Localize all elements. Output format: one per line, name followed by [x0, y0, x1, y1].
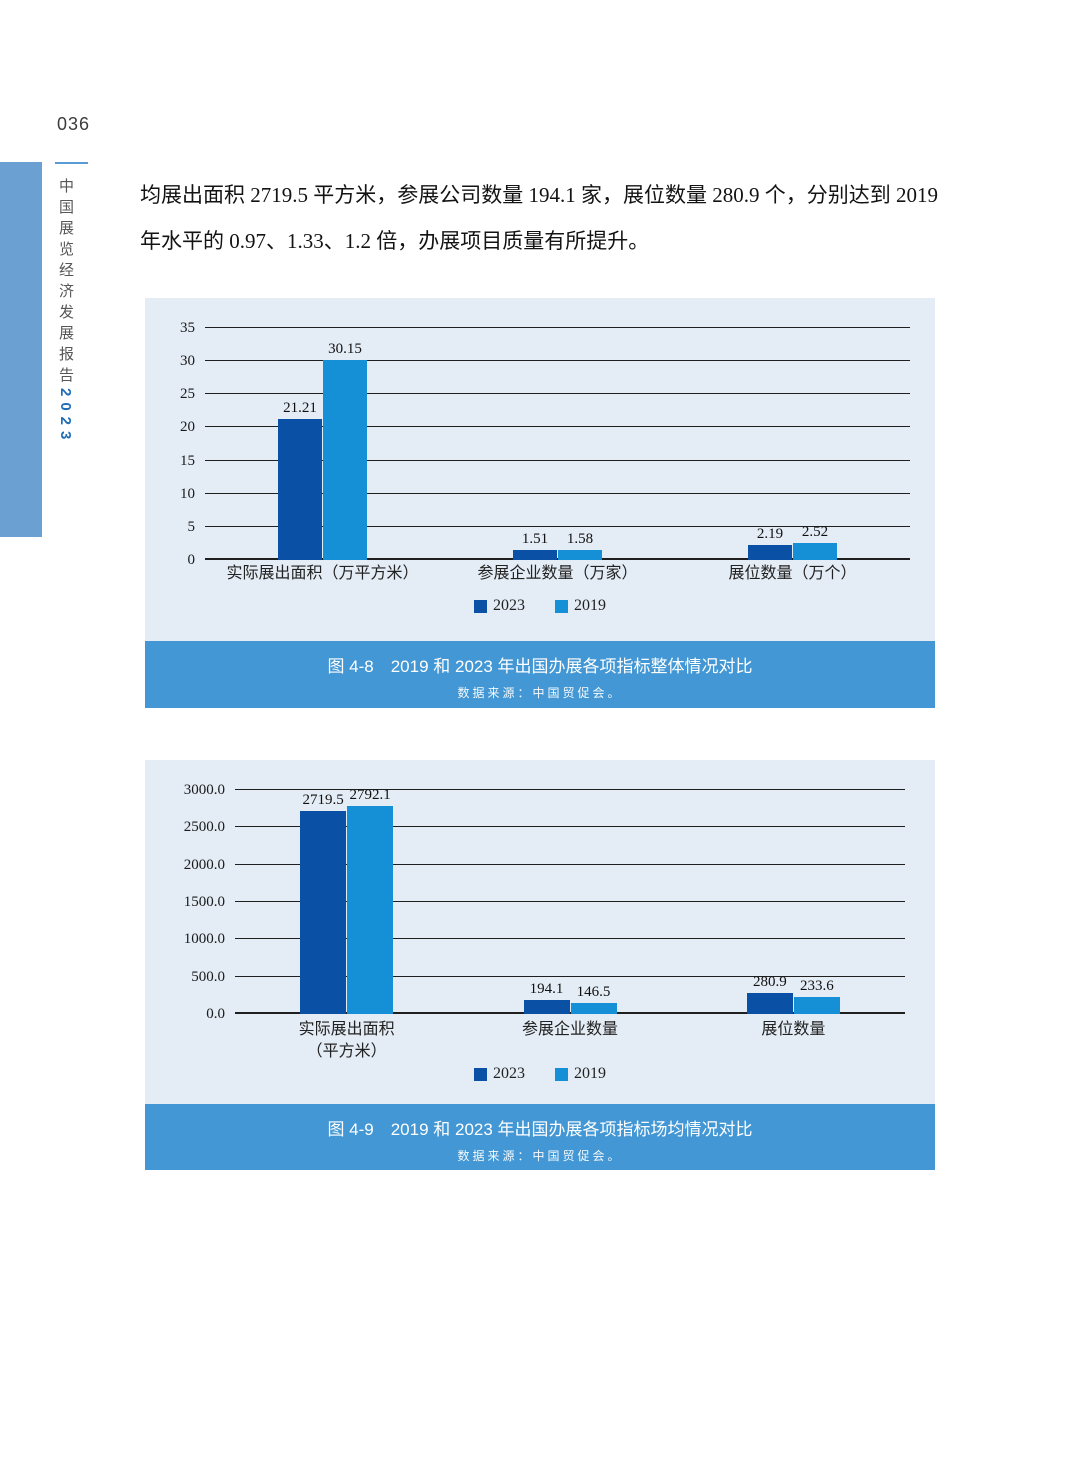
y-axis-tick-label: 0: [187, 552, 196, 568]
bar-2019-group-3: [793, 996, 840, 1014]
bar-value-label: 233.6: [799, 977, 834, 994]
bar-value-label: 2792.1: [349, 786, 391, 803]
legend-item-2019: 2019: [555, 597, 606, 615]
bar-value-label: 194.1: [529, 980, 564, 997]
figure-caption-title: 图 4-8 2019 和 2023 年出国办展各项指标整体情况对比: [327, 657, 753, 676]
category-label: 实际展出面积 （平方米）: [298, 1021, 395, 1060]
category-label: 展位数量（万个）: [728, 565, 857, 582]
y-axis-tick-label: 10: [180, 485, 195, 502]
y-axis-tick-label: 3000.0: [183, 782, 225, 798]
y-axis-tick-label: 0.0: [206, 1006, 225, 1022]
bar-2023-group-3: [746, 993, 793, 1014]
legend-label: 2019: [574, 597, 606, 614]
bar-value-label: 2.19: [756, 526, 784, 543]
legend-swatch-icon: [555, 599, 568, 613]
bar-value-label: 146.5: [576, 984, 611, 1001]
gridline: [205, 393, 910, 395]
gridline: [205, 525, 910, 527]
gridline: [205, 360, 910, 362]
sidebar-title: 中国展览经济发展报告2023: [55, 178, 76, 445]
gridline: [235, 901, 905, 902]
bar-2023-group-1: [278, 419, 322, 560]
y-axis-tick-label: 20: [180, 419, 195, 436]
bar-value-label: 21.21: [283, 400, 317, 417]
sidebar-title-text: 中国展览经济发展报告: [57, 178, 74, 388]
category-label: 参展企业数量（万家）: [477, 565, 638, 582]
legend-item-2023: 2023: [474, 1065, 525, 1083]
y-axis-tick-label: 30: [180, 353, 195, 370]
body-paragraph: 均展出面积 2719.5 平方米，参展公司数量 194.1 家，展位数量 280…: [140, 172, 945, 264]
page-number: 036: [57, 114, 91, 134]
gridline: [235, 975, 905, 977]
legend-item-2019: 2019: [555, 1065, 606, 1083]
x-axis-line: [235, 1012, 905, 1014]
y-axis-tick-label: 25: [180, 386, 195, 403]
gridline: [235, 863, 905, 865]
bar-value-label: 2.52: [801, 524, 829, 541]
bar-2019-group-1: [347, 805, 394, 1014]
category-label: 实际展出面积（万平方米）: [226, 565, 419, 582]
gridline: [235, 789, 905, 790]
legend-label: 2023: [493, 1065, 525, 1082]
chart-legend: 2023 2019: [145, 597, 935, 615]
y-axis-tick-label: 1000.0: [183, 931, 225, 948]
bar-2023-group-2: [513, 549, 557, 560]
chart-legend: 2023 2019: [145, 1065, 935, 1083]
category-label: 展位数量: [761, 1021, 826, 1038]
gridline: [205, 492, 910, 494]
bar-2019-group-1: [323, 360, 367, 560]
gridline: [205, 327, 910, 328]
bar-value-label: 1.51: [521, 530, 549, 547]
bar-2023-group-1: [300, 810, 347, 1014]
sidebar-strip: [0, 162, 42, 537]
bar-value-label: 280.9: [752, 974, 787, 991]
legend-label: 2019: [574, 1065, 606, 1082]
figure-4-9-caption: 图 4-9 2019 和 2023 年出国办展各项指标场均情况对比 数据来源：中…: [145, 1104, 935, 1170]
legend-swatch-icon: [474, 1067, 487, 1081]
figure-caption-source: 数据来源：中国贸促会。: [457, 1149, 623, 1163]
bar-2019-group-2: [558, 549, 602, 560]
y-axis-tick-label: 2500.0: [183, 819, 225, 836]
legend-item-2023: 2023: [474, 597, 525, 615]
y-axis-tick-label: 35: [180, 320, 195, 336]
legend-swatch-icon: [474, 599, 487, 613]
figure-caption-source: 数据来源：中国贸促会。: [457, 686, 623, 700]
paragraph-line-2: 年水平的 0.97、1.33、1.2 倍，办展项目质量有所提升。: [140, 229, 650, 253]
y-axis-tick-label: 2000.0: [183, 856, 225, 873]
bar-value-label: 2719.5: [302, 791, 344, 808]
sidebar-year: 2023: [57, 388, 74, 446]
bar-2023-group-3: [748, 545, 792, 560]
page-number-underline: [55, 162, 88, 164]
x-axis-line: [205, 558, 910, 560]
category-label: 参展企业数量: [521, 1021, 618, 1038]
y-axis-tick-label: 5: [187, 518, 196, 535]
gridline: [235, 826, 905, 828]
gridline: [205, 459, 910, 461]
paragraph-line-1: 均展出面积 2719.5 平方米，参展公司数量 194.1 家，展位数量 280…: [140, 183, 938, 207]
y-axis-tick-label: 15: [180, 452, 195, 469]
legend-label: 2023: [493, 597, 525, 614]
figure-4-9-chart: 0.0 500.0 1000.0 1500.0 2000.0 2500.0 3000.0 27…: [145, 760, 935, 1104]
figure-4-8-chart: 0 5 10 15 20 25 30 35 21.21 30.15 实际展出面积（万平方米） 1.51…: [145, 298, 935, 641]
y-axis-tick-label: 1500.0: [183, 894, 225, 910]
gridline: [205, 426, 910, 428]
bar-value-label: 1.58: [566, 530, 594, 547]
bar-2023-group-2: [523, 999, 570, 1014]
bar-2019-group-3: [793, 543, 837, 560]
gridline: [235, 938, 905, 940]
figure-caption-title: 图 4-9 2019 和 2023 年出国办展各项指标场均情况对比: [327, 1120, 753, 1139]
y-axis-tick-label: 500.0: [191, 968, 225, 985]
legend-swatch-icon: [555, 1067, 568, 1081]
figure-4-8-caption: 图 4-8 2019 和 2023 年出国办展各项指标整体情况对比 数据来源：中…: [145, 641, 935, 708]
bar-2019-group-2: [570, 1003, 617, 1014]
bar-value-label: 30.15: [328, 341, 362, 358]
